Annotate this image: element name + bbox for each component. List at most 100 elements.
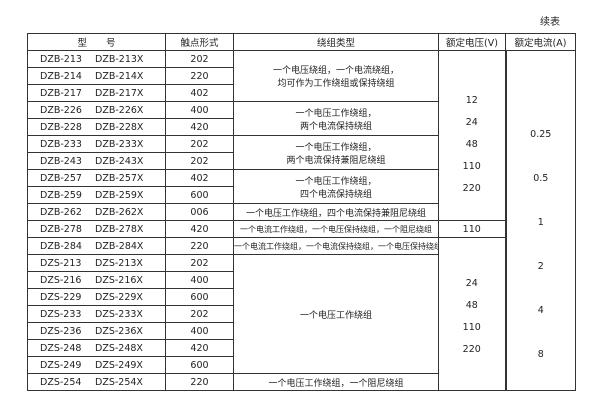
model-cell: DZS-233 DZS-233X xyxy=(27,305,166,323)
model-x: DZB-262X xyxy=(95,206,144,218)
model-x: DZB-243X xyxy=(95,155,144,167)
voltage-value: 24 xyxy=(465,278,478,289)
model-cell: DZS-213 DZS-213X xyxy=(27,254,166,272)
table-row: DZS-213 DZS-213X 202 一个电压工作绕组 xyxy=(27,254,576,374)
model: DZB-278 xyxy=(40,223,82,235)
model-x: DZB-228X xyxy=(95,121,144,133)
spec-table: 型 号 触点形式 绕组类型 额定电压(V) 额定电流(A) DZB-213 DZB… xyxy=(27,33,576,391)
current-value: 2 xyxy=(537,261,544,272)
winding-cell: 一个电压工作绕组，四个电流保持兼阻尼绕组 xyxy=(233,203,439,221)
model-cell: DZB-228 DZB-228X xyxy=(27,118,166,136)
voltage-cell: 110 xyxy=(438,220,506,238)
contact-cell: 220 xyxy=(165,373,234,391)
model: DZS-229 xyxy=(40,291,82,303)
header-row: 型 号 触点形式 绕组类型 额定电压(V) 额定电流(A) xyxy=(27,33,576,51)
winding-line: 一个电压工作绕组， xyxy=(295,176,377,187)
contact-cell: 420 xyxy=(165,220,234,238)
voltage-value: 12 xyxy=(465,95,478,106)
model: DZS-213 xyxy=(40,257,82,269)
model: DZS-236 xyxy=(40,325,82,337)
model-x: DZB-257X xyxy=(95,172,144,184)
voltage-cell: 12 24 48 110 220 xyxy=(438,50,506,221)
contact-cell: 600 xyxy=(165,288,234,306)
model-cell: DZB-226 DZB-226X xyxy=(27,101,166,119)
model-x: DZS-216X xyxy=(95,274,143,286)
table-row: DZB-213 DZB-213X 202 一个电压绕组，一个电流绕组， 均可作为工作绕组… xyxy=(27,50,576,391)
model-cell: DZS-236 DZS-236X xyxy=(27,322,166,340)
winding-line: 一个电压工作绕组， xyxy=(295,142,377,153)
contact-cell: 400 xyxy=(165,271,234,289)
contact-cell: 006 xyxy=(165,203,234,221)
model-cell: DZB-259 DZB-259X xyxy=(27,186,166,204)
model: DZB-213 xyxy=(40,53,82,65)
voltage-value: 110 xyxy=(462,161,481,172)
current-value: 0.25 xyxy=(530,129,552,140)
voltage-cell: 24 48 110 220 xyxy=(438,237,506,391)
model-cell: DZB-262 DZB-262X xyxy=(27,203,166,221)
winding-cell: 一个电压工作绕组， 四个电流保持绕组 xyxy=(233,169,439,204)
model-x: DZS-249X xyxy=(95,359,143,371)
current-value: 0.5 xyxy=(533,173,549,184)
model-x: DZS-233X xyxy=(95,308,143,320)
contact-cell: 402 xyxy=(165,84,234,102)
current-value: 8 xyxy=(537,349,544,360)
model: DZB-243 xyxy=(40,155,82,167)
voltage-value: 220 xyxy=(462,344,481,355)
model-cell: DZS-229 DZS-229X xyxy=(27,288,166,306)
model-cell: DZB-213 DZB-213X xyxy=(27,50,166,68)
contact-cell: 202 xyxy=(165,152,234,170)
voltage-value: 110 xyxy=(462,322,481,333)
model-x: DZS-254X xyxy=(95,376,143,388)
model: DZB-226 xyxy=(40,104,82,116)
model-cell: DZS-216 DZS-216X xyxy=(27,271,166,289)
model-cell: DZS-254 DZS-254X xyxy=(27,373,166,391)
header-contact: 触点形式 xyxy=(165,33,234,51)
model-cell: DZB-214 DZB-214X xyxy=(27,67,166,85)
winding-cell: 一个电压工作绕组， 两个电流保持绕组 xyxy=(233,101,439,136)
winding-cell: 一个电流工作绕组，一个电压保持绕组，一个阻尼绕组 xyxy=(233,220,439,238)
model: DZB-262 xyxy=(40,206,82,218)
model-x: DZB-214X xyxy=(95,70,144,82)
voltage-value: 110 xyxy=(462,223,481,235)
model: DZB-214 xyxy=(40,70,82,82)
winding-cell: 一个电压绕组，一个电流绕组， 均可作为工作绕组或保持绕组 xyxy=(233,50,439,102)
model-x: DZS-229X xyxy=(95,291,143,303)
contact-cell: 400 xyxy=(165,322,234,340)
header-voltage: 额定电压(V) xyxy=(438,33,506,51)
voltage-value: 48 xyxy=(465,300,478,311)
winding-line: 两个电流保持兼阻尼绕组 xyxy=(286,155,386,166)
model-x: DZB-213X xyxy=(95,53,144,65)
voltage-value: 220 xyxy=(462,183,481,194)
header-winding: 绕组类型 xyxy=(233,33,439,51)
model: DZS-254 xyxy=(40,376,82,388)
table-row: DZB-284 DZB-284X 220 一个电流工作绕组，一个电流保持绕组，一个电压… xyxy=(27,237,576,391)
table-row: DZS-233 DZS-233X 202 xyxy=(27,305,576,323)
header-model: 型 号 xyxy=(27,33,166,51)
model: DZB-217 xyxy=(40,87,82,99)
table-row: DZB-257 DZB-257X 402 一个电压工作绕组， 四个电流保持绕组 xyxy=(27,169,576,204)
current-value: 4 xyxy=(537,305,544,316)
contact-cell: 420 xyxy=(165,339,234,357)
model: DZS-249 xyxy=(40,359,82,371)
current-value: 1 xyxy=(537,217,544,228)
current-cell: 0.25 0.5 1 2 4 8 xyxy=(504,50,576,391)
model-cell: DZB-284 DZB-284X xyxy=(27,237,166,255)
model-cell: DZB-217 DZB-217X xyxy=(27,84,166,102)
table-row: DZB-217 DZB-217X 402 xyxy=(27,84,576,102)
table-row: DZS-254 DZS-254X 220 一个电压工作绕组，一个阻尼绕组 xyxy=(27,373,576,391)
model-cell: DZB-278 DZB-278X xyxy=(27,220,166,238)
model-cell: DZB-243 DZB-243X xyxy=(27,152,166,170)
winding-line: 均可作为工作绕组或保持绕组 xyxy=(277,79,395,89)
table-row: DZS-248 DZS-248X 420 xyxy=(27,339,576,357)
model-x: DZS-248X xyxy=(95,342,143,354)
contact-cell: 400 xyxy=(165,101,234,119)
model-cell: DZB-233 DZB-233X xyxy=(27,135,166,153)
model-x: DZB-284X xyxy=(95,240,144,252)
table-row: DZS-216 DZS-216X 400 xyxy=(27,271,576,289)
winding-line: 两个电流保持绕组 xyxy=(299,121,372,132)
contact-cell: 202 xyxy=(165,50,234,68)
model: DZB-257 xyxy=(40,172,82,184)
model: DZB-228 xyxy=(40,121,82,133)
winding-cell: 一个电压工作绕组，一个阻尼绕组 xyxy=(233,373,439,391)
model: DZS-233 xyxy=(40,308,82,320)
